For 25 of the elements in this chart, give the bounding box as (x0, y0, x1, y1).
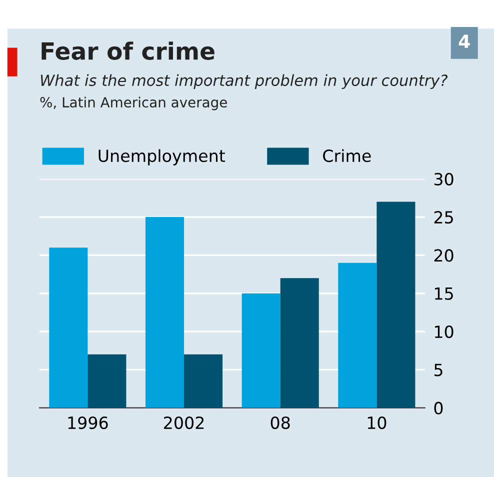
y-tick-label: 25 (434, 210, 453, 224)
legend-label: Crime (323, 149, 371, 162)
legend-label: Unemployment (98, 149, 226, 166)
bar (242, 293, 280, 408)
x-tick-label: 1996 (68, 416, 108, 430)
text: 4 (458, 34, 470, 48)
bar (49, 248, 88, 408)
y-tick-label: 0 (434, 402, 443, 414)
bar (184, 354, 223, 408)
bar (338, 262, 377, 408)
y-tick-label: 20 (434, 249, 454, 262)
x-tick-label: 08 (270, 416, 290, 430)
y-tick-label: 5 (434, 364, 442, 376)
y-tick-label: 15 (435, 288, 453, 300)
chart-subtitle: What is the most important problem in your country? (40, 74, 448, 90)
x-tick-label: 2002 (164, 416, 204, 430)
bar (280, 278, 319, 408)
bar (145, 217, 184, 408)
y-tick-label: 30 (434, 172, 454, 186)
bar (376, 202, 416, 408)
bar (88, 354, 126, 408)
y-tick-label: 10 (435, 325, 454, 338)
x-tick-label: 10 (368, 416, 386, 430)
y-axis-title: %, Latin American average (40, 96, 227, 110)
chart-title: Fear of crime (42, 42, 214, 60)
